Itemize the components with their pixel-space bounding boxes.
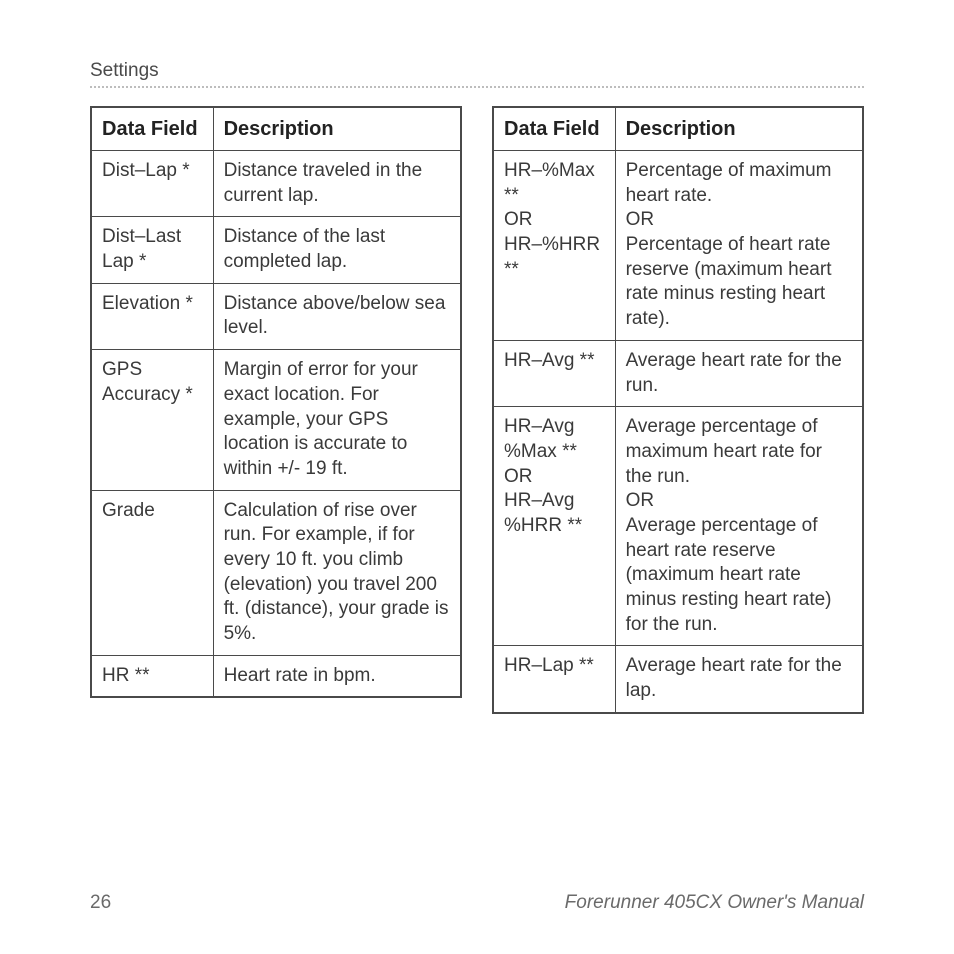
- table-header-row: Data Field Description: [493, 107, 863, 151]
- header-rule: [90, 86, 864, 88]
- table-row: GPS Accuracy * Margin of error for your …: [91, 350, 461, 490]
- cell-desc: Distance above/below sea level.: [213, 283, 461, 349]
- cell-desc: Distance of the last completed lap.: [213, 217, 461, 283]
- left-table: Data Field Description Dist–Lap * Distan…: [90, 106, 462, 698]
- left-column: Data Field Description Dist–Lap * Distan…: [90, 106, 462, 698]
- cell-field: HR–Avg **: [493, 340, 615, 406]
- cell-field: Dist–Last Lap *: [91, 217, 213, 283]
- cell-desc: Average heart rate for the run.: [615, 340, 863, 406]
- col-header-field: Data Field: [91, 107, 213, 151]
- table-row: HR–Lap ** Average heart rate for the lap…: [493, 646, 863, 713]
- col-header-desc: Description: [615, 107, 863, 151]
- right-table: Data Field Description HR–%Max ** OR HR–…: [492, 106, 864, 714]
- cell-field: Dist–Lap *: [91, 151, 213, 217]
- section-title: Settings: [90, 60, 864, 86]
- section-header: Settings: [90, 60, 864, 106]
- cell-desc: Heart rate in bpm.: [213, 655, 461, 697]
- table-row: Dist–Last Lap * Distance of the last com…: [91, 217, 461, 283]
- cell-desc: Percentage of maximum heart rate. OR Per…: [615, 151, 863, 341]
- cell-field: HR–%Max ** OR HR–%HRR **: [493, 151, 615, 341]
- table-row: HR–Avg ** Average heart rate for the run…: [493, 340, 863, 406]
- cell-desc: Calculation of rise over run. For exampl…: [213, 490, 461, 655]
- page-number: 26: [90, 892, 111, 914]
- table-row: HR–Avg %Max ** OR HR–Avg %HRR ** Average…: [493, 407, 863, 646]
- cell-field: Grade: [91, 490, 213, 655]
- table-header-row: Data Field Description: [91, 107, 461, 151]
- col-header-field: Data Field: [493, 107, 615, 151]
- cell-desc: Margin of error for your exact location.…: [213, 350, 461, 490]
- right-column: Data Field Description HR–%Max ** OR HR–…: [492, 106, 864, 714]
- table-row: HR–%Max ** OR HR–%HRR ** Percentage of m…: [493, 151, 863, 341]
- cell-desc: Average heart rate for the lap.: [615, 646, 863, 713]
- table-row: HR ** Heart rate in bpm.: [91, 655, 461, 697]
- table-row: Dist–Lap * Distance traveled in the curr…: [91, 151, 461, 217]
- cell-field: HR–Avg %Max ** OR HR–Avg %HRR **: [493, 407, 615, 646]
- page-footer: 26 Forerunner 405CX Owner's Manual: [90, 862, 864, 914]
- page-root: Settings Data Field Description Dist–Lap…: [0, 0, 954, 954]
- table-row: Elevation * Distance above/below sea lev…: [91, 283, 461, 349]
- cell-field: Elevation *: [91, 283, 213, 349]
- cell-desc: Distance traveled in the current lap.: [213, 151, 461, 217]
- cell-desc: Average percentage of maximum heart rate…: [615, 407, 863, 646]
- cell-field: HR **: [91, 655, 213, 697]
- cell-field: GPS Accuracy *: [91, 350, 213, 490]
- cell-field: HR–Lap **: [493, 646, 615, 713]
- manual-title: Forerunner 405CX Owner's Manual: [565, 892, 864, 914]
- col-header-desc: Description: [213, 107, 461, 151]
- table-row: Grade Calculation of rise over run. For …: [91, 490, 461, 655]
- content-columns: Data Field Description Dist–Lap * Distan…: [90, 106, 864, 714]
